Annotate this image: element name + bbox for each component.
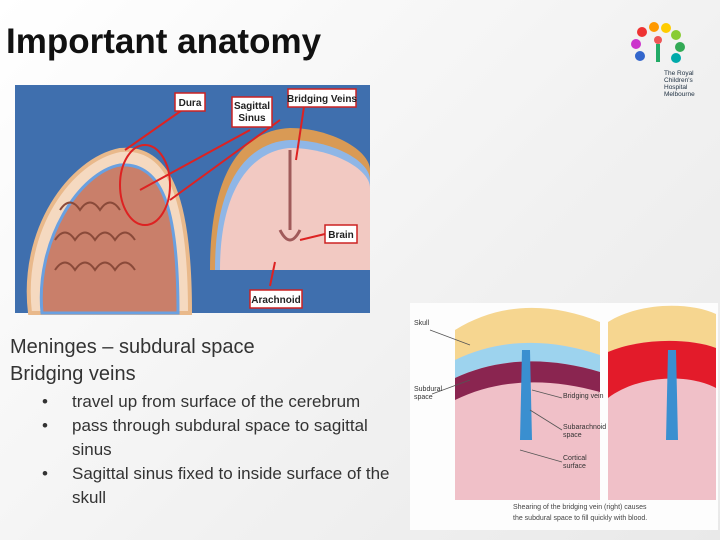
illustration-shape: [654, 36, 662, 44]
illustration-shape: [231, 96, 273, 128]
illustration-shape: [39, 163, 180, 315]
figure-label: Sinus: [238, 113, 266, 124]
bullet: travel up from surface of the cerebrum: [42, 390, 402, 414]
figure-label: space: [414, 394, 433, 401]
illustration-shape: [649, 22, 659, 32]
illustration-shape: [671, 30, 681, 40]
figure-caption: the subdural space to fill quickly with …: [513, 515, 647, 522]
brain-illustration: Dura Sagittal Sinus Bridging Veins Brain…: [15, 85, 370, 315]
illustration-shape: [666, 350, 678, 440]
slide-title: Important anatomy: [6, 22, 322, 61]
illustration-shape: [635, 51, 645, 61]
illustration-shape: [661, 23, 671, 33]
heading: Bridging veins: [10, 363, 136, 385]
illustration-shape: [174, 92, 206, 112]
illustration-shape: [124, 99, 326, 287]
figure-label: Arachnoid: [251, 295, 300, 306]
logo: The Royal Children's Hospital Melbourne: [631, 22, 695, 98]
figure-label: Sagittal: [234, 101, 270, 112]
illustration-shape: [637, 27, 647, 37]
figure-label: Subarachnoid: [563, 424, 606, 431]
figure-label: Bridging Veins: [287, 94, 357, 105]
bullet-list: travel up from surface of the cerebrum p…: [10, 390, 402, 510]
figure-label: Dura: [179, 98, 202, 109]
figure-label: Brain: [328, 230, 354, 241]
figure-label: Skull: [414, 320, 430, 327]
heading: Meninges – subdural space: [10, 336, 255, 358]
figure-label: Cortical: [563, 455, 587, 462]
illustration-shape: [429, 329, 563, 463]
illustration-shape: [656, 44, 660, 62]
illustration-shape: [287, 88, 357, 108]
figure-label: Bridging vein: [563, 393, 604, 400]
logo-text: Hospital: [664, 84, 688, 91]
illustration-shape: [54, 201, 136, 272]
figure-label: space: [563, 432, 582, 439]
figure-label: Subdural: [414, 386, 442, 393]
figure-caption: Shearing of the bridging vein (right) ca…: [513, 504, 647, 511]
illustration-shape: [119, 144, 171, 226]
illustration-shape: [671, 53, 681, 63]
logo-text: The Royal: [664, 70, 694, 77]
illustration-shape: [631, 39, 641, 49]
logo-text: Children's: [664, 77, 693, 84]
illustration-shape: [324, 224, 358, 244]
illustration-shape: [249, 289, 303, 309]
bullet: Sagittal sinus fixed to inside surface o…: [42, 462, 402, 510]
illustration-shape: [455, 307, 600, 360]
bridging-vein-illustration: Skull Subdural space Bridging vein Subar…: [410, 303, 718, 530]
slide-body: Meninges – subdural space Bridging veins…: [10, 334, 410, 510]
illustration-shape: [278, 150, 302, 242]
illustration-shape: [520, 350, 532, 440]
illustration-shape: [675, 42, 685, 52]
illustration-shape: [608, 340, 716, 398]
bullet: pass through subdural space to sagittal …: [42, 414, 402, 462]
logo-text: Melbourne: [664, 91, 695, 98]
illustration-shape: [608, 305, 716, 352]
figure-label: surface: [563, 463, 586, 470]
